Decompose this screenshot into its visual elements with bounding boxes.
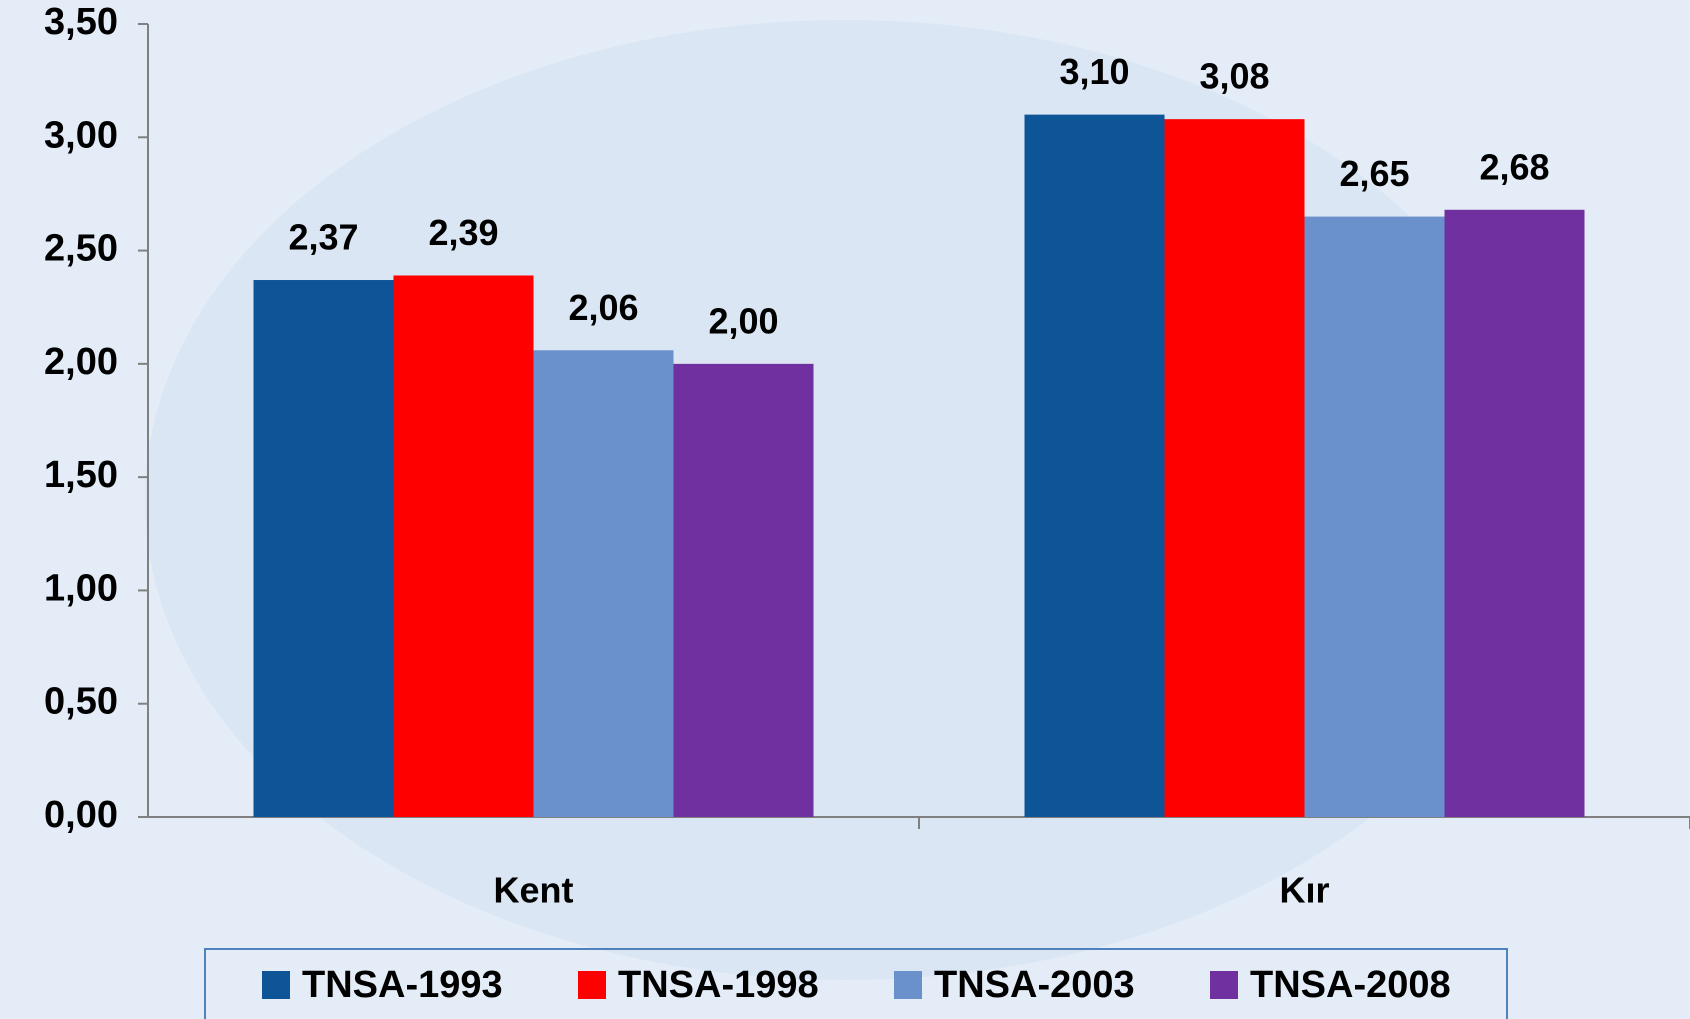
legend-label: TNSA-2008 [1250,964,1451,1006]
bar [674,364,814,817]
bar [534,350,674,817]
y-tick-label: 1,00 [44,567,118,609]
value-label: 2,39 [428,212,498,253]
value-label: 2,06 [568,287,638,328]
legend-swatch [894,971,922,999]
bar [1445,210,1585,817]
value-label: 2,68 [1479,146,1549,187]
bar [1165,119,1305,817]
chart: 0,00 0,50 1,00 1,50 2,00 2,50 3,00 3,50 Kent 2,37… [0,0,1690,1019]
value-label: 2,65 [1339,153,1409,194]
value-label: 3,10 [1059,51,1129,92]
y-tick-label: 1,50 [44,454,118,496]
value-label: 2,37 [288,217,358,258]
value-label: 3,08 [1199,56,1269,97]
x-tick-label: Kır [1279,870,1329,911]
legend-swatch [262,971,290,999]
y-tick-label: 2,50 [44,228,118,270]
legend-swatch [578,971,606,999]
bar [254,280,394,817]
legend-swatch [1210,971,1238,999]
y-tick-label: 0,00 [44,794,118,836]
page: {"chart_data": {"type": "bar", "categori… [0,0,1690,1019]
legend-label: TNSA-1998 [618,964,819,1006]
value-label: 2,00 [708,300,778,341]
y-tick-label: 3,00 [44,114,118,156]
y-tick-label: 2,00 [44,341,118,383]
bar [394,275,534,817]
legend-label: TNSA-2003 [934,964,1135,1006]
bar [1305,217,1445,817]
x-tick-label: Kent [494,870,574,911]
y-tick-label: 3,50 [44,1,118,43]
legend-label: TNSA-1993 [302,964,503,1006]
bar [1025,115,1165,817]
y-tick-label: 0,50 [44,681,118,723]
